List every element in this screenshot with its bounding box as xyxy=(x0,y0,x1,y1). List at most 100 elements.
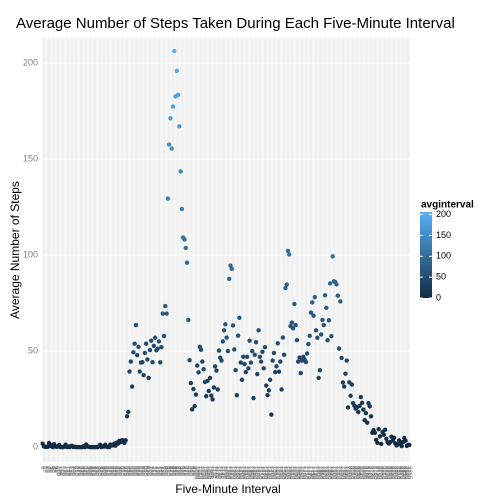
point xyxy=(345,405,351,410)
panel xyxy=(42,38,410,462)
x-tick-label: 1725 xyxy=(306,466,312,480)
x-tick-label: 535 xyxy=(125,466,131,477)
x-tick-label: 1435 xyxy=(263,466,269,480)
x-tick-label: 555 xyxy=(130,466,136,477)
x-tick-label: 1220 xyxy=(228,466,234,480)
point xyxy=(177,124,182,129)
x-tick-label: 1110 xyxy=(210,466,216,479)
point xyxy=(140,359,145,365)
point xyxy=(376,426,381,432)
x-tick-label: 305 xyxy=(86,466,92,477)
x-tick-label: 135 xyxy=(63,466,69,477)
x-tick-label: 1640 xyxy=(295,466,301,480)
x-tick-label: 2325 xyxy=(398,466,404,480)
x-tick-label: 930 xyxy=(185,466,191,477)
x-tick-label: 1945 xyxy=(342,466,348,480)
y-axis-title: Average Number of Steps xyxy=(8,181,22,319)
x-tick-label: 435 xyxy=(109,466,115,477)
point xyxy=(322,293,328,298)
point xyxy=(242,361,247,367)
x-tick-label: 235 xyxy=(79,466,85,477)
point xyxy=(399,443,404,449)
point xyxy=(200,359,205,364)
x-tick-label: 1300 xyxy=(238,466,244,480)
x-tick-label: 1145 xyxy=(219,466,225,480)
x-tick-label: 2045 xyxy=(357,466,363,480)
x-tick-label: 320 xyxy=(90,466,96,477)
x-tick-label: 955 xyxy=(191,466,197,477)
x-tick-label: 1810 xyxy=(318,466,324,480)
point xyxy=(184,260,190,265)
x-tick-label: 2155 xyxy=(375,466,381,480)
x-tick-label: 25 xyxy=(45,466,51,473)
x-tick-label: 1225 xyxy=(229,466,235,480)
x-tick-label: 2015 xyxy=(350,466,356,480)
point xyxy=(326,318,332,323)
point xyxy=(320,317,325,323)
x-tick-label: 1345 xyxy=(250,466,256,480)
x-tick-label: 840 xyxy=(172,466,178,477)
point xyxy=(233,368,238,373)
x-tick-label: 1840 xyxy=(325,466,331,480)
x-tick-label: 150 xyxy=(67,466,73,477)
x-tick-label: 1230 xyxy=(231,466,237,480)
point xyxy=(257,354,263,359)
point xyxy=(206,388,211,394)
point xyxy=(235,333,241,338)
x-tick-label: 650 xyxy=(144,466,150,477)
point xyxy=(196,370,201,375)
x-tick-label: 1505 xyxy=(270,466,276,480)
legend-label: 150 xyxy=(436,230,451,240)
point xyxy=(247,338,252,343)
point xyxy=(384,436,389,441)
point xyxy=(129,384,135,389)
x-tick-label: 2110 xyxy=(364,466,370,480)
point xyxy=(283,285,288,291)
point xyxy=(310,300,315,305)
point xyxy=(205,378,210,384)
point xyxy=(363,410,369,416)
x-tick-label: 430 xyxy=(108,466,114,477)
point xyxy=(267,377,273,383)
point xyxy=(391,435,397,441)
x-tick-label: 605 xyxy=(132,466,138,477)
x-tick-label: 255 xyxy=(84,466,90,477)
point xyxy=(312,295,318,300)
point xyxy=(271,350,277,356)
point xyxy=(348,393,353,398)
x-tick-label: 1645 xyxy=(296,466,302,480)
x-tick-label: 2025 xyxy=(352,466,358,480)
x-tick-label: 1245 xyxy=(235,466,241,480)
point xyxy=(279,387,284,392)
x-tick-label: 635 xyxy=(140,466,146,477)
x-tick-label: 2035 xyxy=(355,466,361,480)
point xyxy=(141,373,146,378)
x-tick-label: 1825 xyxy=(321,466,327,480)
x-tick-label: 720 xyxy=(152,466,158,477)
x-tick-label: 1900 xyxy=(330,466,336,480)
x-tick-label: 545 xyxy=(127,466,133,477)
x-tick-label: 325 xyxy=(91,466,97,477)
point xyxy=(187,358,192,363)
x-tick-label: 2300 xyxy=(392,466,398,480)
x-tick-label: 2005 xyxy=(347,466,353,480)
x-tick-label: 2010 xyxy=(348,466,354,480)
point xyxy=(124,414,130,419)
x-tick-label: 1915 xyxy=(334,466,340,480)
x-tick-label: 1125 xyxy=(214,466,220,480)
x-tick-label: 1310 xyxy=(241,466,247,480)
x-tick-label: 715 xyxy=(150,466,156,477)
x-tick-label: 200 xyxy=(70,466,76,477)
x-tick-label: 1735 xyxy=(309,466,315,480)
x-tick-label: 520 xyxy=(121,466,127,477)
x-tick-label: 1150 xyxy=(221,466,227,480)
point xyxy=(280,335,286,340)
point xyxy=(134,353,140,358)
x-tick-label: 1545 xyxy=(281,466,287,480)
x-tick-label: 1930 xyxy=(338,466,344,480)
x-tick-label: 1130 xyxy=(215,466,221,480)
x-tick-label: 450 xyxy=(113,466,119,477)
point xyxy=(219,358,224,363)
point xyxy=(344,358,349,363)
point xyxy=(297,355,302,360)
